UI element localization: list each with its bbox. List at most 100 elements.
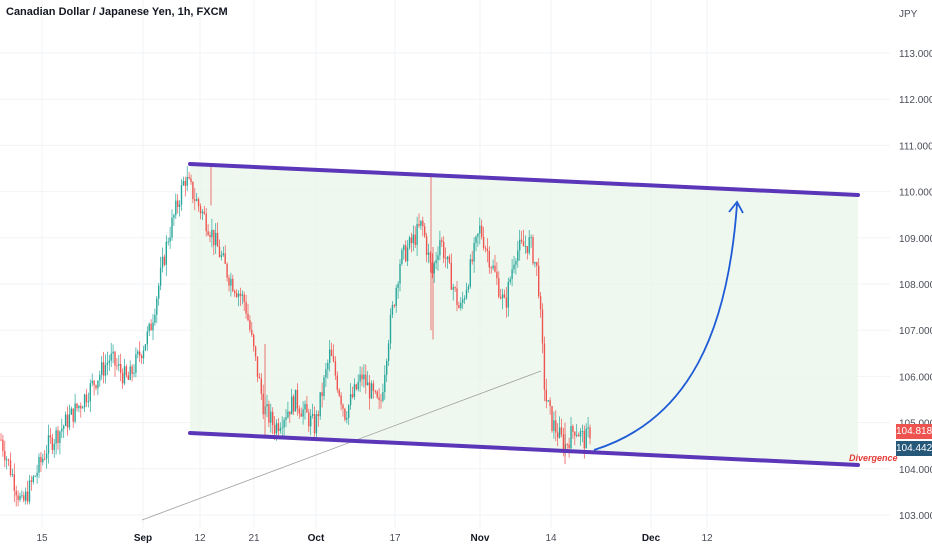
candle bbox=[102, 351, 105, 384]
candle bbox=[89, 379, 91, 413]
candle bbox=[370, 380, 373, 400]
candle bbox=[9, 452, 12, 477]
candle bbox=[363, 364, 365, 388]
candle bbox=[560, 418, 563, 437]
candle bbox=[509, 276, 511, 285]
candle bbox=[494, 254, 496, 273]
candle bbox=[85, 388, 88, 408]
candle bbox=[97, 380, 99, 396]
candle bbox=[34, 475, 36, 478]
candle bbox=[463, 295, 466, 304]
candle bbox=[585, 423, 587, 449]
candle bbox=[91, 373, 93, 387]
candle bbox=[133, 364, 135, 378]
candle bbox=[114, 350, 116, 377]
divergence-trendline[interactable] bbox=[141, 370, 542, 521]
candle bbox=[83, 393, 86, 413]
candle bbox=[53, 439, 55, 458]
channel-lower-line[interactable] bbox=[188, 431, 860, 467]
candle bbox=[167, 237, 169, 246]
candle bbox=[175, 193, 177, 220]
candle bbox=[289, 411, 291, 423]
y-axis-tick-label: 106.000 bbox=[899, 372, 932, 383]
candle bbox=[378, 388, 380, 410]
y-axis-tick-label: 103.000 bbox=[899, 511, 932, 522]
candle bbox=[197, 197, 200, 212]
candle bbox=[291, 388, 293, 415]
candle bbox=[192, 181, 194, 204]
candle bbox=[106, 351, 109, 376]
candle bbox=[95, 384, 97, 391]
candle bbox=[541, 303, 544, 354]
candle bbox=[146, 326, 148, 351]
candle bbox=[49, 427, 52, 444]
candle bbox=[317, 410, 319, 427]
candle bbox=[486, 238, 489, 263]
candle bbox=[448, 254, 451, 265]
x-axis-tick-label: 21 bbox=[248, 533, 260, 544]
candle bbox=[156, 295, 158, 324]
y-axis-tick-label: 110.000 bbox=[899, 188, 932, 199]
candle bbox=[266, 394, 268, 418]
candle bbox=[361, 366, 363, 387]
candle bbox=[2, 434, 4, 457]
candle bbox=[355, 383, 357, 391]
candle bbox=[503, 289, 506, 299]
candle bbox=[414, 226, 416, 249]
candle bbox=[469, 254, 471, 289]
candle bbox=[482, 226, 485, 251]
last-price-tag: 104.818 bbox=[896, 424, 932, 439]
candle bbox=[42, 453, 44, 466]
candle bbox=[253, 333, 255, 352]
projection-arrow[interactable] bbox=[593, 203, 738, 451]
candle bbox=[304, 400, 306, 420]
candle bbox=[0, 433, 2, 442]
candle bbox=[171, 209, 173, 241]
candle bbox=[256, 356, 259, 383]
candle bbox=[334, 356, 337, 380]
candle bbox=[528, 229, 530, 256]
candle bbox=[279, 422, 281, 434]
candle bbox=[7, 458, 10, 467]
candle bbox=[13, 463, 15, 503]
candle bbox=[178, 200, 181, 217]
candle bbox=[180, 178, 183, 211]
annotation-divergence[interactable]: Divergence bbox=[849, 453, 898, 463]
candle bbox=[125, 364, 128, 378]
candle bbox=[315, 410, 318, 438]
candle bbox=[302, 401, 304, 425]
candle bbox=[435, 251, 437, 270]
candle bbox=[270, 403, 272, 433]
candle bbox=[454, 286, 456, 292]
candle bbox=[549, 397, 551, 415]
candle bbox=[513, 256, 515, 274]
candle bbox=[490, 265, 492, 274]
candle bbox=[329, 339, 331, 372]
candle bbox=[64, 411, 67, 427]
candle bbox=[336, 371, 338, 393]
x-axis-tick-label: 12 bbox=[194, 533, 206, 544]
candle bbox=[121, 368, 124, 389]
candle bbox=[517, 240, 519, 268]
candle bbox=[17, 490, 19, 507]
candle bbox=[539, 291, 542, 318]
candle bbox=[579, 427, 582, 446]
candle bbox=[287, 401, 289, 419]
candle bbox=[433, 261, 435, 283]
candle bbox=[443, 236, 445, 264]
candle bbox=[450, 253, 452, 290]
candle bbox=[357, 374, 359, 392]
candle bbox=[458, 301, 460, 309]
candle bbox=[473, 237, 475, 273]
x-axis-tick-label: 15 bbox=[36, 533, 48, 544]
candle bbox=[137, 349, 139, 359]
candle bbox=[194, 187, 196, 211]
candle bbox=[321, 382, 323, 408]
candle bbox=[496, 262, 498, 286]
candle bbox=[19, 492, 21, 502]
candle bbox=[462, 291, 464, 310]
x-axis[interactable]: 15 Sep 12 21 Oct 17 Nov 14 Dec 12 bbox=[36, 533, 713, 544]
candle bbox=[292, 394, 295, 415]
channel-upper-line[interactable] bbox=[188, 162, 860, 197]
